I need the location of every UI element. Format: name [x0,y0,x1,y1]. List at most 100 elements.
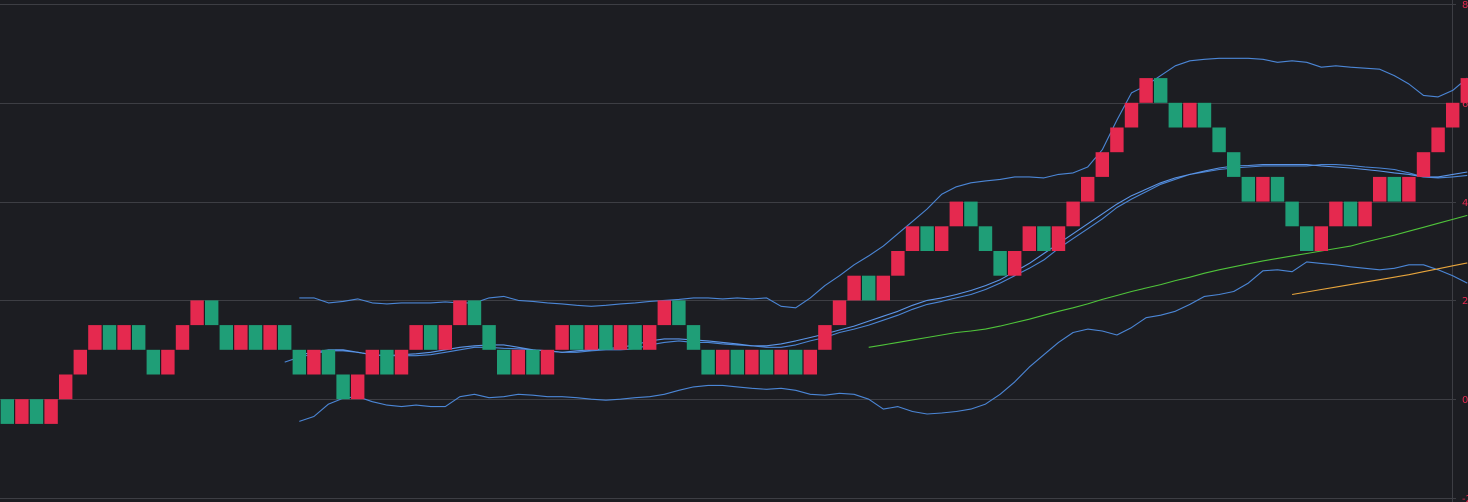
renko-brick-up [1095,152,1109,177]
renko-brick-up [1373,176,1387,202]
bollinger-lower-line [299,261,1468,422]
renko-brick-up [745,349,759,375]
renko-brick-down [248,325,263,350]
renko-brick-down [759,349,774,375]
renko-brick-up [1022,226,1036,251]
renko-brick-down [570,325,584,350]
renko-brick-up [438,325,452,350]
renko-brick-up [1066,201,1080,227]
renko-brick-up [905,226,920,251]
renko-brick-up [234,325,248,350]
sma-50-line [868,214,1468,348]
renko-brick-down [321,349,336,375]
renko-brick-up [1314,226,1328,251]
renko-brick-up [540,349,555,375]
y-tick-label: 2 [1462,296,1468,307]
renko-brick-down [219,325,233,350]
renko-brick-up [1183,102,1197,128]
renko-brick-up [88,325,102,350]
renko-brick-down [205,300,219,326]
renko-brick-up [365,349,379,375]
renko-brick-up [1139,78,1153,103]
renko-brick-up [453,300,467,326]
renko-brick-down [1285,201,1299,227]
renko-brick-up [803,349,817,375]
renko-brick-up [351,374,365,400]
renko-brick-down [102,325,117,350]
renko-brick-down [1154,78,1168,103]
renko-brick-down [1212,127,1226,153]
grid-lines [0,4,1452,499]
renko-brick-up [1329,201,1343,227]
y-tick-label: 8 [1462,0,1468,11]
renko-brick-down [29,399,44,424]
renko-brick-down [686,325,701,350]
renko-brick-up [832,300,847,326]
renko-brick-down [380,349,394,375]
renko-brick-up [161,349,175,375]
renko-brick-down [628,325,642,350]
renko-brick-down [146,349,160,375]
renko-brick-up [1051,226,1066,251]
renko-brick-down [467,300,482,326]
renko-brick-up [1008,251,1022,276]
renko-bricks [0,78,1468,424]
renko-brick-down [730,349,744,375]
renko-brick-up [44,399,58,424]
renko-brick-up [1431,127,1445,153]
renko-brick-up [175,325,190,350]
y-tick-label: 0 [1462,395,1468,406]
renko-brick-up [1124,102,1139,128]
renko-brick-down [789,349,803,375]
renko-brick-up [263,325,277,350]
price-axis: 8 6 4 2 0 -2 [1452,0,1468,502]
renko-brick-down [1037,226,1051,251]
renko-brick-up [643,325,657,350]
sma-20-line [284,164,1468,363]
renko-brick-down [497,349,511,375]
y-tick-label: -2 [1462,494,1468,502]
renko-brick-down [1168,102,1182,128]
renko-brick-down [1300,226,1314,251]
renko-brick-down [862,275,876,301]
renko-brick-up [949,201,963,227]
renko-brick-down [964,201,978,227]
renko-brick-down [132,325,146,350]
renko-brick-up [59,374,73,400]
renko-brick-down [978,226,993,251]
renko-brick-down [993,251,1007,276]
renko-brick-up [876,275,890,301]
sma-100-line [1292,262,1468,296]
renko-brick-up [511,349,525,375]
renko-brick-up [1358,201,1372,227]
renko-brick-down [424,325,438,350]
renko-brick-up [1110,127,1124,153]
renko-brick-down [0,399,14,424]
renko-brick-up [394,349,409,375]
renko-brick-down [292,349,306,375]
renko-brick-up [15,399,29,424]
renko-brick-up [935,226,949,251]
renko-brick-up [1402,176,1416,202]
renko-brick-down [336,374,350,400]
renko-brick-up [409,325,423,350]
renko-brick-up [584,325,598,350]
renko-brick-up [818,325,832,350]
renko-brick-up [73,349,87,375]
renko-brick-up [613,325,628,350]
sma-fast-line [299,164,1468,357]
renko-brick-down [1241,176,1255,202]
indicator-overlays [284,57,1468,422]
renko-brick-up [657,300,671,326]
renko-brick-up [716,349,730,375]
renko-brick-up [555,325,569,350]
renko-brick-down [1227,152,1241,177]
renko-brick-down [599,325,613,350]
renko-brick-up [307,349,321,375]
renko-brick-up [891,251,905,276]
y-tick-label: 6 [1462,99,1468,110]
renko-brick-up [1416,152,1431,177]
renko-brick-up [774,349,788,375]
